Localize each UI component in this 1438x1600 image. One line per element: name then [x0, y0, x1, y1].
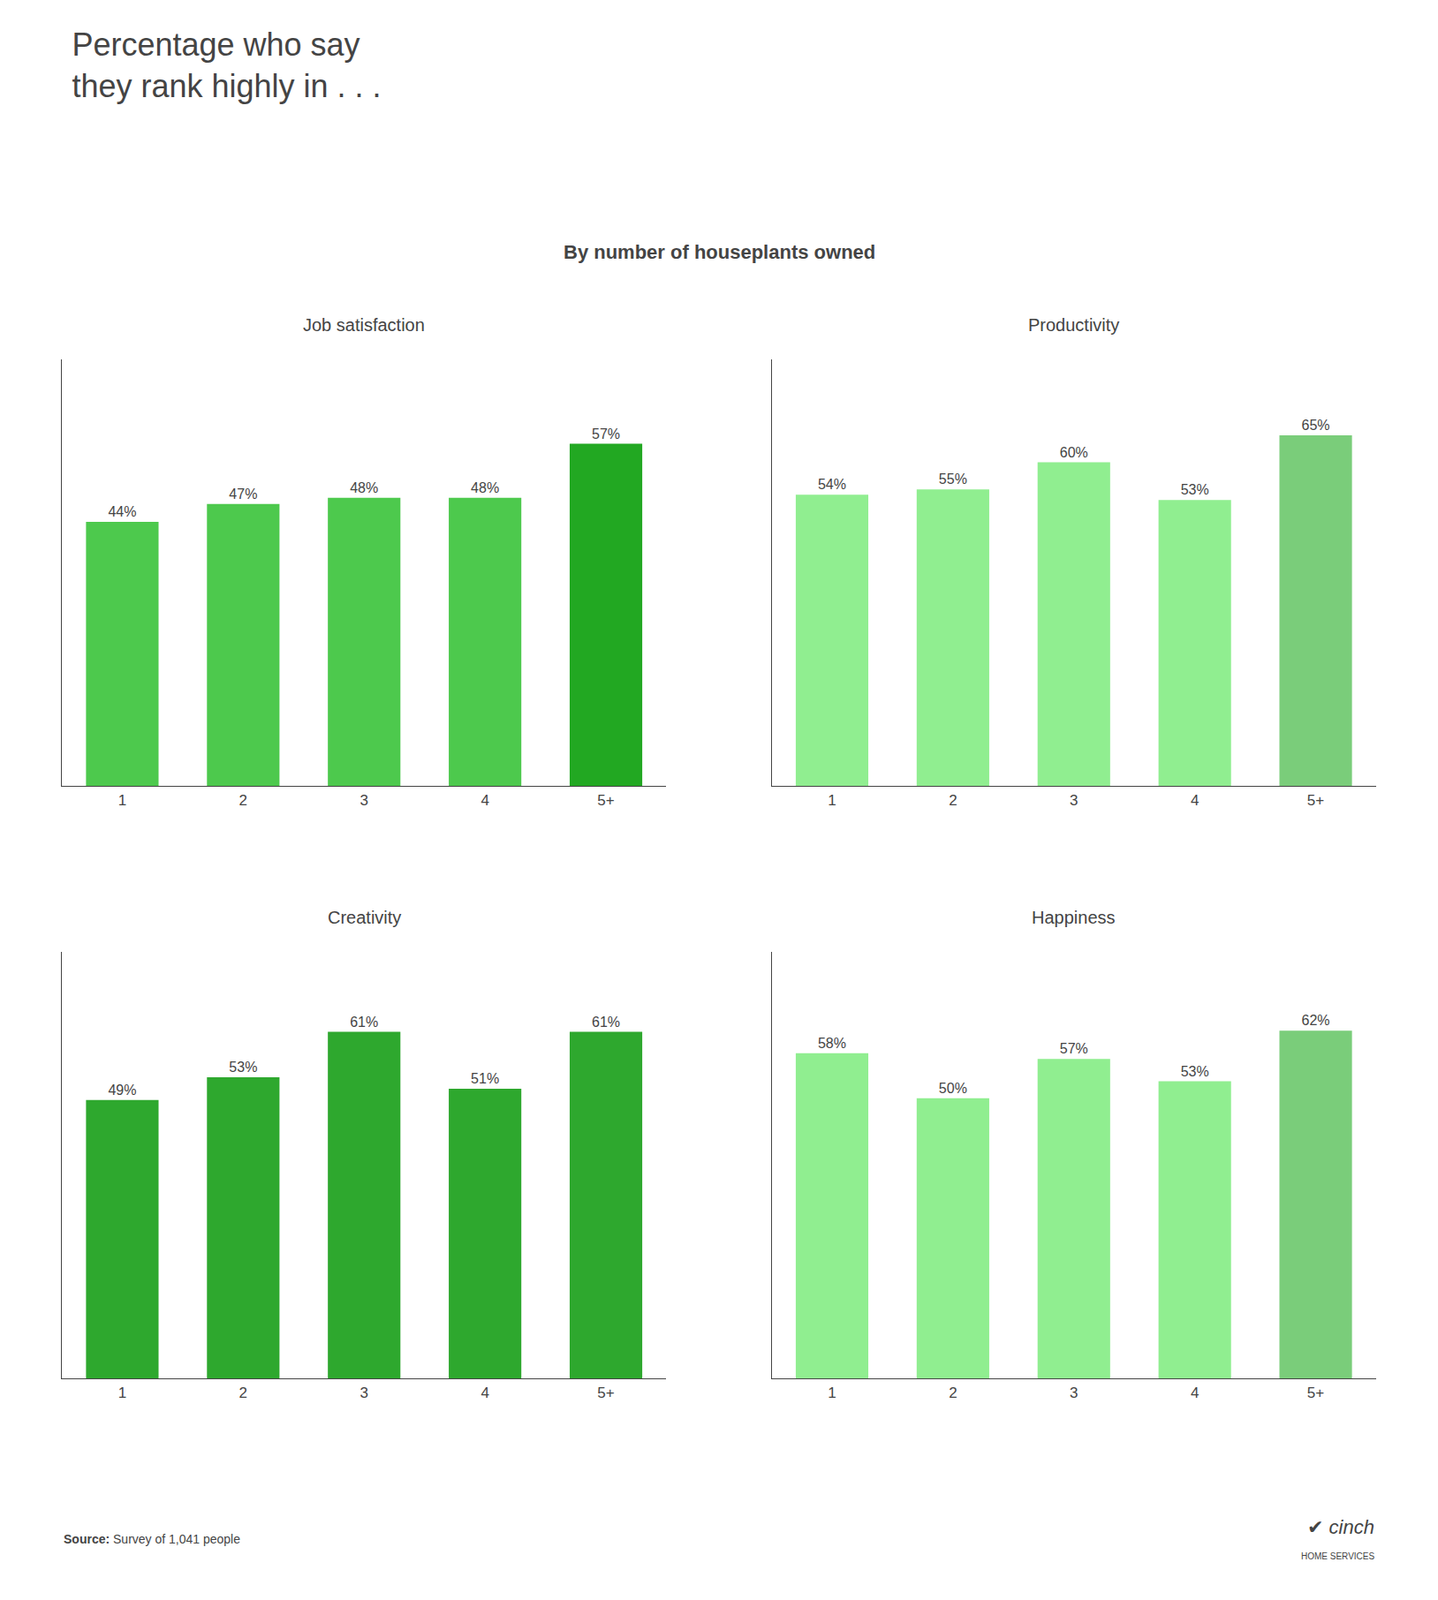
svg-text:49%: 49% — [107, 1082, 137, 1098]
svg-text:61%: 61% — [591, 1014, 621, 1030]
svg-text:58%: 58% — [817, 1036, 847, 1052]
svg-text:Happiness: Happiness — [1031, 908, 1116, 928]
svg-text:48%: 48% — [349, 480, 379, 496]
svg-text:Percentage who saythey rank hi: Percentage who saythey rank highly in . … — [71, 26, 381, 105]
svg-text:44%: 44% — [107, 504, 137, 520]
svg-text:Productivity: Productivity — [1028, 315, 1120, 335]
svg-text:By number of houseplants owned: By number of houseplants owned — [563, 241, 876, 264]
svg-text:55%: 55% — [938, 471, 968, 487]
svg-text:2: 2 — [948, 792, 957, 810]
svg-text:5+: 5+ — [1307, 1385, 1325, 1402]
svg-text:47%: 47% — [228, 486, 258, 502]
svg-text:53%: 53% — [228, 1059, 258, 1075]
svg-text:53%: 53% — [1180, 1064, 1210, 1080]
svg-text:4: 4 — [480, 792, 489, 810]
svg-text:2: 2 — [948, 1385, 957, 1402]
svg-text:Job satisfaction: Job satisfaction — [302, 315, 425, 335]
svg-text:50%: 50% — [938, 1081, 968, 1097]
svg-text:2: 2 — [239, 792, 248, 810]
svg-text:54%: 54% — [817, 476, 847, 492]
svg-text:5+: 5+ — [597, 1385, 614, 1402]
svg-text:48%: 48% — [470, 480, 500, 496]
svg-text:51%: 51% — [470, 1071, 500, 1087]
svg-text:HOME SERVICES: HOME SERVICES — [1301, 1551, 1375, 1562]
svg-text:4: 4 — [1190, 792, 1199, 810]
svg-text:62%: 62% — [1301, 1013, 1331, 1029]
svg-text:5+: 5+ — [597, 792, 614, 810]
svg-text:4: 4 — [1190, 1385, 1199, 1402]
svg-text:2: 2 — [239, 1385, 248, 1402]
svg-text:61%: 61% — [349, 1014, 379, 1030]
svg-text:1: 1 — [827, 1385, 836, 1402]
svg-text:57%: 57% — [591, 426, 621, 442]
svg-text:3: 3 — [1069, 792, 1078, 810]
svg-text:1: 1 — [118, 792, 127, 810]
svg-text:Source: Survey of 1,041 people: Source: Survey of 1,041 people — [63, 1532, 241, 1547]
svg-text:5+: 5+ — [1307, 792, 1325, 810]
svg-text:1: 1 — [827, 792, 836, 810]
svg-text:57%: 57% — [1059, 1041, 1089, 1057]
svg-text:3: 3 — [360, 1385, 369, 1402]
svg-text:3: 3 — [360, 792, 369, 810]
svg-text:53%: 53% — [1180, 482, 1210, 498]
svg-text:65%: 65% — [1301, 417, 1331, 433]
svg-text:Creativity: Creativity — [327, 908, 402, 928]
svg-text:3: 3 — [1069, 1385, 1078, 1402]
svg-text:4: 4 — [480, 1385, 489, 1402]
svg-text:✔ cinch: ✔ cinch — [1307, 1516, 1375, 1539]
svg-text:60%: 60% — [1059, 445, 1089, 461]
svg-text:1: 1 — [118, 1385, 127, 1402]
